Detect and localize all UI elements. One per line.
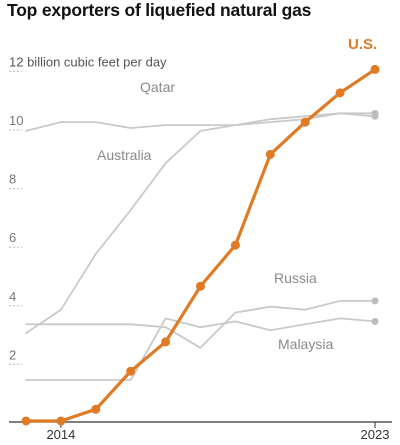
series-label-qatar: Qatar xyxy=(140,79,175,95)
data-point-us-2015 xyxy=(91,404,101,414)
series-line-qatar xyxy=(25,112,376,132)
series-label-malaysia: Malaysia xyxy=(278,336,333,352)
series-label-us: U.S. xyxy=(348,36,377,53)
data-point-us-2013 xyxy=(21,416,31,426)
end-point-malaysia xyxy=(371,317,379,325)
data-point-us-2017 xyxy=(161,337,171,347)
series-line-russia xyxy=(25,299,376,349)
end-point-australia xyxy=(371,109,379,117)
series-line-australia xyxy=(25,112,376,335)
y-tick-label-6: 6 xyxy=(9,230,16,245)
y-tick-label-8: 8 xyxy=(9,172,16,187)
y-tick-label-10: 10 xyxy=(9,113,23,128)
data-point-us-2018 xyxy=(196,281,205,291)
y-tick-label-12: 12 billion cubic feet per day xyxy=(9,54,167,69)
y-tick-label-4: 4 xyxy=(9,289,16,304)
series-line-malaysia xyxy=(25,317,376,381)
data-point-us-2020 xyxy=(265,149,275,159)
data-point-us-2016 xyxy=(126,366,136,376)
data-point-us-2019 xyxy=(230,240,240,250)
series-label-russia: Russia xyxy=(274,270,317,286)
data-point-us-2023 xyxy=(370,64,380,74)
data-point-us-2014 xyxy=(56,416,66,426)
x-tick-label-2014: 2014 xyxy=(46,427,75,442)
series-label-australia: Australia xyxy=(97,147,152,163)
data-point-us-2022 xyxy=(335,88,345,98)
y-tick-label-2: 2 xyxy=(9,347,16,362)
x-tick-label-2023: 2023 xyxy=(361,427,390,442)
end-point-russia xyxy=(371,297,379,305)
chart-title: Top exporters of liquefied natural gas xyxy=(7,0,312,20)
data-point-us-2021 xyxy=(300,117,310,127)
